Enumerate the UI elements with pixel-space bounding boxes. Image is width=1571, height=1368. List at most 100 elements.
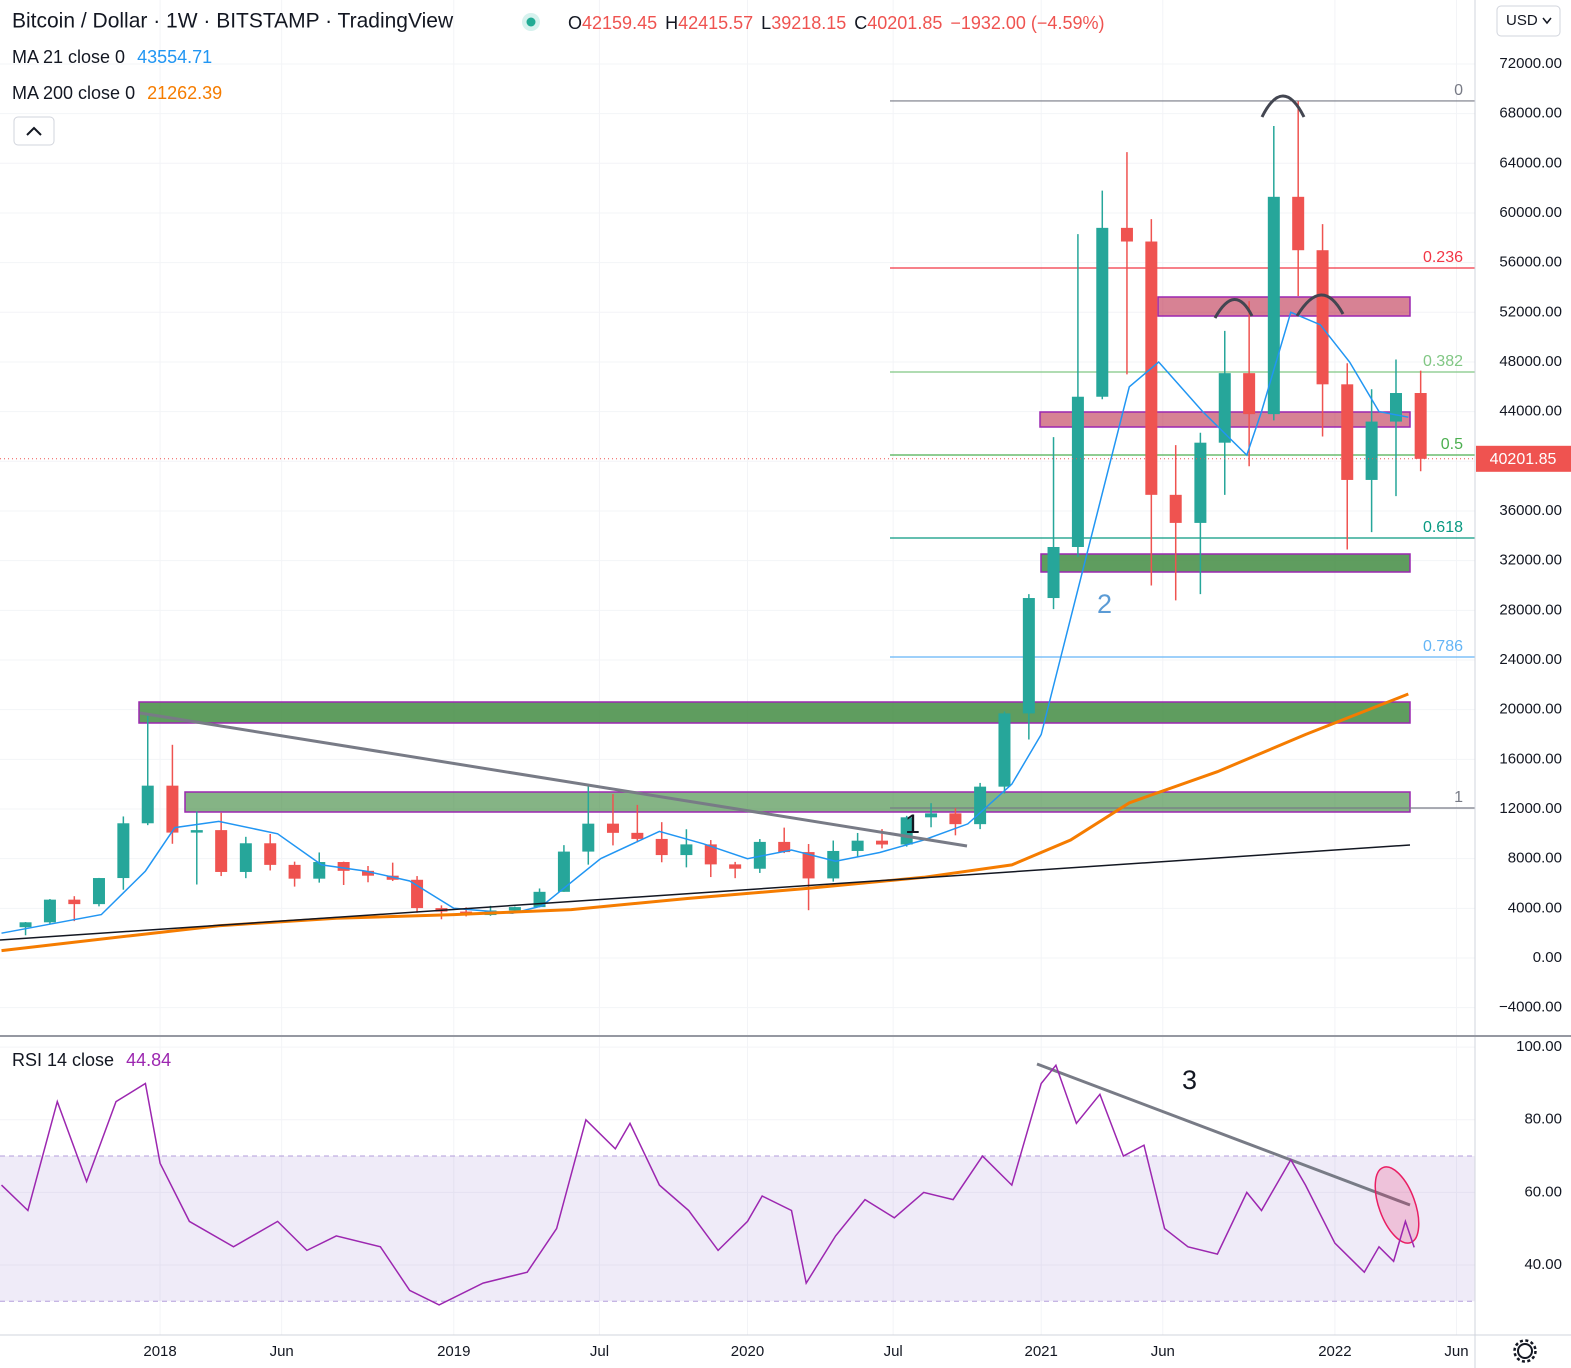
candle-body [925,813,938,818]
candle-body [949,813,962,825]
candle-body [1194,442,1207,523]
candle-body [753,841,766,869]
legend-ma200: MA 200 close 0 21262.39 [12,83,222,103]
candle-body [117,823,130,879]
ohlc-value: 42415.57 [678,13,753,33]
support-zone [1040,553,1411,573]
ohlc-label: C [854,13,867,33]
candle-body [166,785,179,833]
trend-line [0,844,1411,941]
candle-body [631,832,644,839]
status-dot [526,17,536,27]
candle-body [1341,384,1354,480]
candle-body [851,840,864,851]
candle-body [1316,250,1329,385]
collapse-button[interactable] [13,116,55,146]
candle-body [1120,227,1133,242]
candle-body [215,830,228,872]
y-tick-label: 36000.00 [1499,502,1562,519]
rsi [0,1063,1415,1306]
candle-body [141,785,154,824]
candle-body [1096,227,1109,397]
resistance-zone [1157,296,1411,317]
candle-body [1169,494,1182,523]
candle-body [19,922,32,928]
legend-value: 43554.71 [137,47,212,67]
ohlc-value: 39218.15 [771,13,846,33]
y-tick-label: 0.00 [1533,949,1562,966]
fib-label: 0.236 [1423,249,1463,266]
ohlc-value: 42159.45 [582,13,657,33]
y-tick-label: 8000.00 [1508,850,1562,867]
fib-label: 0.5 [1441,436,1463,453]
candle-body [508,907,521,911]
x-tick-label: Jul [590,1343,609,1360]
candle-body [43,899,56,923]
currency-button[interactable] [1496,5,1561,37]
annotation: 2 [1097,589,1112,619]
rsi-tick-label: 80.00 [1524,1111,1562,1128]
legend-rsi: RSI 14 close 44.84 [12,1050,171,1070]
axes: −4000.00 0.00 4000.00 8000.00 12000.00 16000.… [143,55,1562,1360]
change: −1932.00 (−4.59%) [950,13,1104,33]
support-zone [138,701,1411,724]
candle-body [288,864,301,879]
y-tick-label: 20000.00 [1499,701,1562,718]
rsi-band [0,1155,1475,1302]
legend-value: 21262.39 [147,83,222,103]
legend-ma21: MA 21 close 0 43554.71 [12,47,212,67]
candle-body [655,838,668,856]
trend-line [139,711,968,848]
candle-body [411,879,424,909]
fib-label: 0.382 [1423,353,1463,370]
candle-body [704,844,717,865]
y-tick-label: 48000.00 [1499,353,1562,370]
candle-body [1071,396,1084,547]
y-tick-label: 68000.00 [1499,105,1562,122]
y-tick-label: −4000.00 [1499,999,1562,1016]
fib-label: 1 [1454,789,1463,806]
rsi-highlight [1374,1166,1420,1244]
y-tick-label: 60000.00 [1499,204,1562,221]
shoulder-arc [1213,298,1254,319]
fib-label: 0.618 [1423,519,1463,536]
candle-body [729,864,742,869]
annotation: 3 [1182,1065,1197,1095]
candle-body [68,899,81,905]
candle-body [557,851,570,892]
candle-body [1292,196,1305,251]
top-arc [1260,94,1306,118]
x-tick-label: 2019 [437,1343,470,1360]
candle-body [582,823,595,852]
candle-body [1218,373,1231,443]
x-tick-label: 2018 [143,1343,176,1360]
gear-teeth [1513,1339,1537,1363]
settings-button[interactable] [1513,1339,1537,1363]
y-tick-label: 4000.00 [1508,899,1562,916]
legend-name: RSI 14 close [12,1050,114,1070]
candle-body [92,878,105,905]
y-tick-label: 52000.00 [1499,303,1562,320]
candle-body [337,862,350,871]
x-tick-label: Jun [1151,1343,1175,1360]
candle-body [827,850,840,879]
y-tick-label: 32000.00 [1499,552,1562,569]
y-tick-label: 16000.00 [1499,750,1562,767]
y-tick-label: 56000.00 [1499,254,1562,271]
rsi-tick-label: 40.00 [1524,1256,1562,1273]
ohlc: O42159.45 H42415.57 L39218.15 C40201.85 −193… [568,13,1104,33]
zones [138,296,1411,813]
y-tick-label: 64000.00 [1499,154,1562,171]
x-tick-label: 2020 [731,1343,764,1360]
shoulder-arc [1295,293,1345,317]
chevron-icon [26,126,42,136]
ma-line [1,311,1409,934]
x-tick-label: Jun [1444,1343,1468,1360]
y-tick-label: 12000.00 [1499,800,1562,817]
x-tick-label: Jul [884,1343,903,1360]
legend-name: MA 21 close 0 [12,47,125,67]
support-zone [184,791,1411,813]
ohlc-label: L [761,13,771,33]
y-tick-label: 44000.00 [1499,403,1562,420]
